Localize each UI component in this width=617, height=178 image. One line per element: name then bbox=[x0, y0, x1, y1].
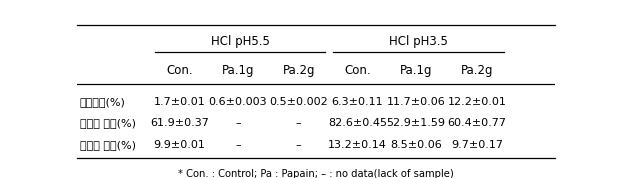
Text: 0.5±0.002: 0.5±0.002 bbox=[270, 96, 328, 107]
Text: * Con. : Control; Pa : Papain; – : no data(lack of sample): * Con. : Control; Pa : Papain; – : no da… bbox=[178, 169, 454, 178]
Text: Pa.2g: Pa.2g bbox=[461, 64, 493, 77]
Text: Con.: Con. bbox=[344, 64, 371, 77]
Text: 61.9±0.37: 61.9±0.37 bbox=[150, 119, 209, 129]
Text: 82.6±0.45: 82.6±0.45 bbox=[328, 119, 387, 129]
Text: 1.7±0.01: 1.7±0.01 bbox=[154, 96, 205, 107]
Text: 추출수율(%): 추출수율(%) bbox=[80, 96, 125, 107]
Text: HCl pH3.5: HCl pH3.5 bbox=[389, 35, 448, 48]
Text: Pa.2g: Pa.2g bbox=[283, 64, 315, 77]
Text: 6.3±0.11: 6.3±0.11 bbox=[331, 96, 383, 107]
Text: –: – bbox=[235, 119, 241, 129]
Text: 12.2±0.01: 12.2±0.01 bbox=[447, 96, 507, 107]
Text: 13.2±0.14: 13.2±0.14 bbox=[328, 140, 387, 150]
Text: –: – bbox=[296, 140, 302, 150]
Text: 9.9±0.01: 9.9±0.01 bbox=[154, 140, 205, 150]
Text: Pa.1g: Pa.1g bbox=[400, 64, 432, 77]
Text: 8.5±0.06: 8.5±0.06 bbox=[390, 140, 442, 150]
Text: Pa.1g: Pa.1g bbox=[222, 64, 254, 77]
Text: Con.: Con. bbox=[166, 64, 193, 77]
Text: –: – bbox=[296, 119, 302, 129]
Text: 단백질 함량(%): 단백질 함량(%) bbox=[80, 119, 136, 129]
Text: 60.4±0.77: 60.4±0.77 bbox=[447, 119, 507, 129]
Text: 11.7±0.06: 11.7±0.06 bbox=[386, 96, 445, 107]
Text: 9.7±0.17: 9.7±0.17 bbox=[451, 140, 503, 150]
Text: –: – bbox=[235, 140, 241, 150]
Text: 52.9±1.59: 52.9±1.59 bbox=[386, 119, 445, 129]
Text: 전질소 함량(%): 전질소 함량(%) bbox=[80, 140, 136, 150]
Text: HCl pH5.5: HCl pH5.5 bbox=[211, 35, 270, 48]
Text: 0.6±0.003: 0.6±0.003 bbox=[209, 96, 267, 107]
